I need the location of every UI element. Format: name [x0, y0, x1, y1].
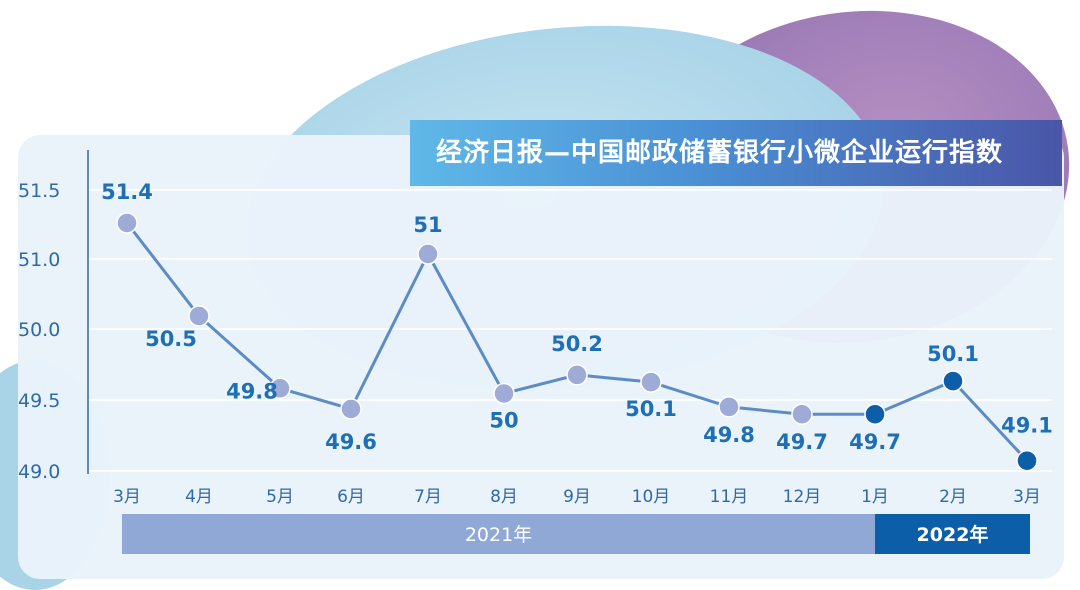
data-label: 50.1 [927, 342, 979, 366]
x-tick-label: 8月 [490, 487, 518, 507]
y-tick-label: 51.5 [18, 180, 60, 202]
data-label: 50.1 [625, 397, 677, 421]
data-point [340, 398, 362, 420]
x-tick-label: 6月 [337, 487, 365, 507]
x-tick-label: 10月 [632, 487, 671, 507]
x-tick-label: 3月 [1013, 487, 1041, 507]
x-tick-label: 7月 [414, 487, 442, 507]
x-tick-label: 9月 [563, 487, 591, 507]
data-point [791, 403, 813, 425]
chart-title: 经济日报—中国邮政储蓄银行小微企业运行指数 [410, 120, 1062, 186]
x-tick-label: 5月 [266, 487, 294, 507]
data-point [864, 403, 886, 425]
x-tick-label: 2月 [939, 487, 967, 507]
x-tick-label: 12月 [783, 487, 822, 507]
year-label: 2021年 [465, 524, 532, 546]
data-point [718, 396, 740, 418]
data-point [269, 377, 291, 400]
data-label: 49.1 [1001, 414, 1053, 438]
data-point [188, 305, 210, 327]
data-label: 50.2 [551, 332, 603, 356]
data-label: 49.6 [325, 430, 377, 454]
data-point [566, 364, 588, 386]
year-label: 2022年 [917, 523, 989, 546]
x-tick-label: 4月 [185, 487, 213, 507]
data-label: 49.7 [849, 430, 901, 454]
x-tick-label: 11月 [710, 487, 749, 507]
data-point [942, 370, 964, 392]
data-label: 49.7 [776, 430, 828, 454]
x-tick-label: 1月 [861, 487, 889, 507]
data-label: 51.4 [101, 180, 153, 204]
data-label: 49.8 [703, 423, 755, 447]
chart-panel [18, 135, 1064, 579]
y-tick-label: 49.5 [18, 390, 60, 412]
year-bar [122, 514, 875, 554]
y-tick-label: 49.0 [18, 461, 60, 483]
data-point [640, 371, 662, 393]
data-point [493, 382, 515, 405]
y-tick-label: 50.0 [18, 319, 60, 341]
data-label: 50 [489, 409, 518, 433]
data-label: 50.5 [145, 327, 197, 351]
data-label: 51 [413, 213, 442, 237]
year-bar [875, 514, 1030, 554]
data-point [417, 243, 439, 265]
data-label: 49.8 [226, 379, 278, 403]
y-tick-label: 51.0 [18, 249, 60, 271]
x-tick-label: 3月 [113, 487, 141, 507]
data-point [1016, 449, 1038, 472]
data-point [116, 212, 138, 234]
